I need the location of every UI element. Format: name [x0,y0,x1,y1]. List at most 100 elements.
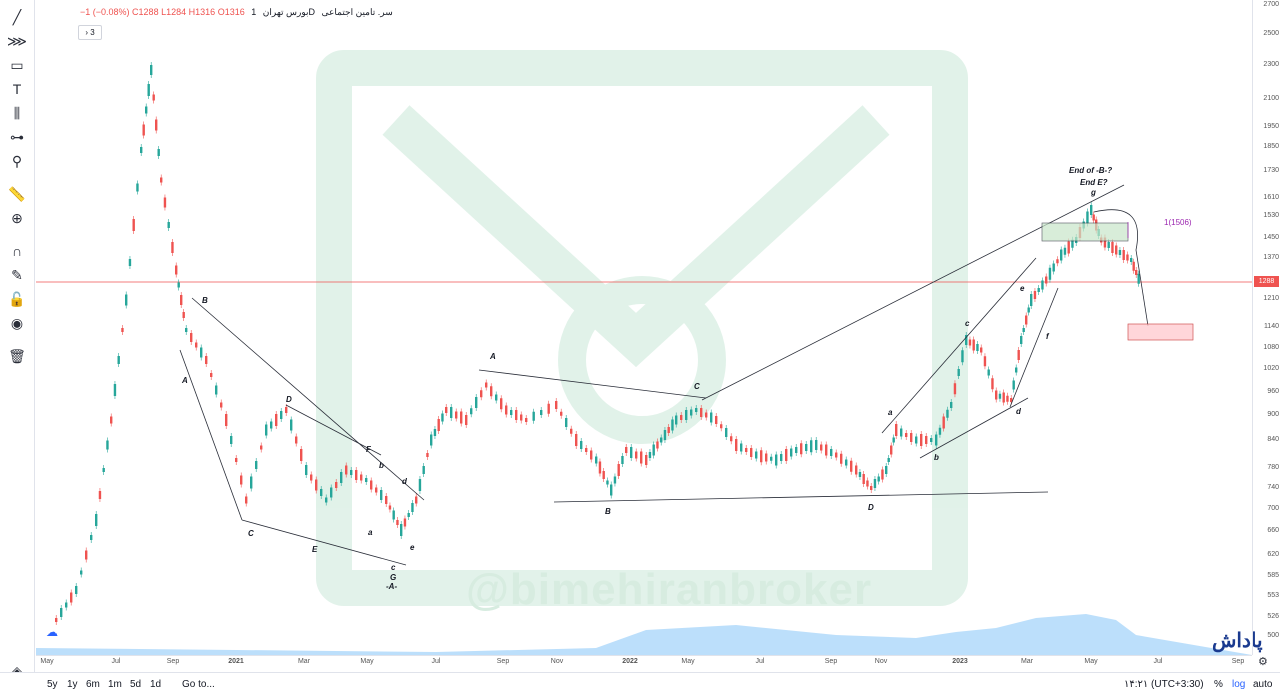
price-tick: 1370 [1263,254,1279,261]
pattern-icon[interactable]: ⫼ [13,104,21,121]
trend-line-icon[interactable]: ╱ [12,8,22,25]
price-tick: 1730 [1263,167,1279,174]
price-tick: 1530 [1263,212,1279,219]
clock-timezone[interactable]: ۱۴:۲۱ (UTC+3:30) [1124,679,1204,690]
text-icon[interactable]: T [12,81,22,97]
price-tick: 1140 [1263,323,1279,330]
wave-label: -A- [386,582,398,591]
layers-icon[interactable]: ◈ [11,662,23,679]
auto-toggle[interactable]: auto [1253,679,1273,690]
wave-label: c [965,319,970,328]
wave-label: b [379,461,384,470]
time-tick: Mar [1020,658,1034,665]
brand-logo: پاداش [1212,630,1263,652]
wave-label: D [868,503,874,512]
lock-drawing-icon[interactable]: ✎ [11,266,23,283]
price-tick: 526 [1267,613,1279,620]
wave-label: g [1091,188,1096,197]
annotation-end-b: End of -B-? [1069,166,1113,175]
log-toggle[interactable]: log [1232,679,1246,690]
price-tick: 620 [1267,551,1279,558]
target-zone-green [1041,222,1129,242]
wave-label: A [182,376,188,385]
price-tick: 1850 [1263,143,1279,150]
wave-label: f [1046,332,1049,341]
time-tick: 2022 [622,658,638,665]
range-5y[interactable]: 5y [47,679,58,690]
legend-low: L1284 [161,7,187,17]
time-tick: 2023 [952,658,968,665]
ruler-icon[interactable]: 📏 [8,185,26,202]
measure-icon[interactable]: ⊶ [10,128,24,145]
price-tick: 900 [1267,411,1279,418]
goto-date-button[interactable]: Go to... [182,679,215,690]
symbol-legend: −1 (−0.08%) C1288 L1284 H1316 O1316 بورس… [80,7,393,18]
wave-label: a [368,528,373,537]
search-icon[interactable]: ⚲ [11,152,23,169]
eye-icon[interactable]: ◉ [10,314,24,331]
wave-label: b [934,453,939,462]
time-tick: Jul [111,658,121,665]
time-tick: Sep [496,658,510,665]
price-tick: 1020 [1263,365,1279,372]
trash-icon[interactable]: 🗑 [8,347,26,364]
price-tick: 780 [1267,464,1279,471]
bottom-toolbar: 5y 1y 6m 1m 5d 1d Go to... ۱۴:۲۱ (UTC+3:… [0,672,1280,698]
collapse-indicators-button[interactable]: › 3 [78,25,102,40]
price-tick: 1950 [1263,123,1279,130]
rectangle-icon[interactable]: ▭ [10,56,24,73]
legend-interval[interactable]: 1D [251,7,315,17]
range-1y[interactable]: 1y [67,679,78,690]
annotation-end-e: End E? [1080,178,1108,187]
legend-change: −1 (−0.08%) [80,7,130,17]
range-1d[interactable]: 1d [150,679,162,690]
cloud-icon[interactable]: ☁ [46,625,58,639]
price-tick: 1610 [1263,194,1279,201]
time-tick: Jul [1153,658,1163,665]
unlock-icon[interactable]: 🔓 [8,290,26,307]
wave-label: C [694,382,700,391]
legend-close: C1288 [132,7,159,17]
price-tick: 1080 [1263,344,1279,351]
time-tick: Nov [550,658,564,665]
price-tick: 585 [1267,572,1279,579]
settings-icon[interactable]: ⚙ [1258,656,1268,668]
candlestick-series [55,62,1140,625]
zoom-in-icon[interactable]: ⊕ [11,209,23,226]
price-tick: 1450 [1263,234,1279,241]
price-tick: 553 [1267,592,1279,599]
percent-toggle[interactable]: % [1214,679,1223,690]
wave-label: e [1020,284,1025,293]
price-tick: 2700 [1263,1,1279,8]
wave-label: c [391,563,396,572]
legend-high: H1316 [188,7,216,17]
time-tick: Mar [297,658,311,665]
time-tick: Jul [755,658,765,665]
magnet-icon[interactable]: ∩ [11,243,23,259]
fib-icon[interactable]: ⋙ [7,32,27,49]
time-tick: 2021 [228,658,244,665]
price-tick: 2300 [1263,61,1279,68]
price-tick: 740 [1267,484,1279,491]
time-tick: Sep [1231,658,1245,665]
price-chart[interactable] [36,0,1252,655]
current-price-badge: 1288 [1254,276,1279,287]
chart-pane[interactable]: −1 (−0.08%) C1288 L1284 H1316 O1316 بورس… [36,0,1263,655]
price-scale[interactable]: 2700 2500 2300 2100 1950 1850 1730 1610 1530 1450… [1252,0,1280,655]
watermark-text: @bimehiranbroker [466,565,873,614]
time-tick: Sep [166,658,180,665]
watermark-logo [316,50,968,606]
wave-label: d [1016,407,1021,416]
legend-exchange: بورس تهران [262,7,309,17]
price-tick: 2500 [1263,30,1279,37]
wave-lines [179,184,1149,566]
volume-area [36,614,1252,655]
time-axis[interactable]: May Jul Sep 2021 Mar May Jul Sep Nov 2022 May Jul Se… [36,655,1252,670]
wave-label: D [286,395,292,404]
fib-level-label: 1(1506) [1164,218,1192,227]
range-5d[interactable]: 5d [130,679,142,690]
price-tick: 960 [1267,388,1279,395]
legend-symbol[interactable]: سر. تامین اجتماعی [321,7,393,17]
range-6m[interactable]: 6m [86,679,100,690]
range-1m[interactable]: 1m [108,679,122,690]
